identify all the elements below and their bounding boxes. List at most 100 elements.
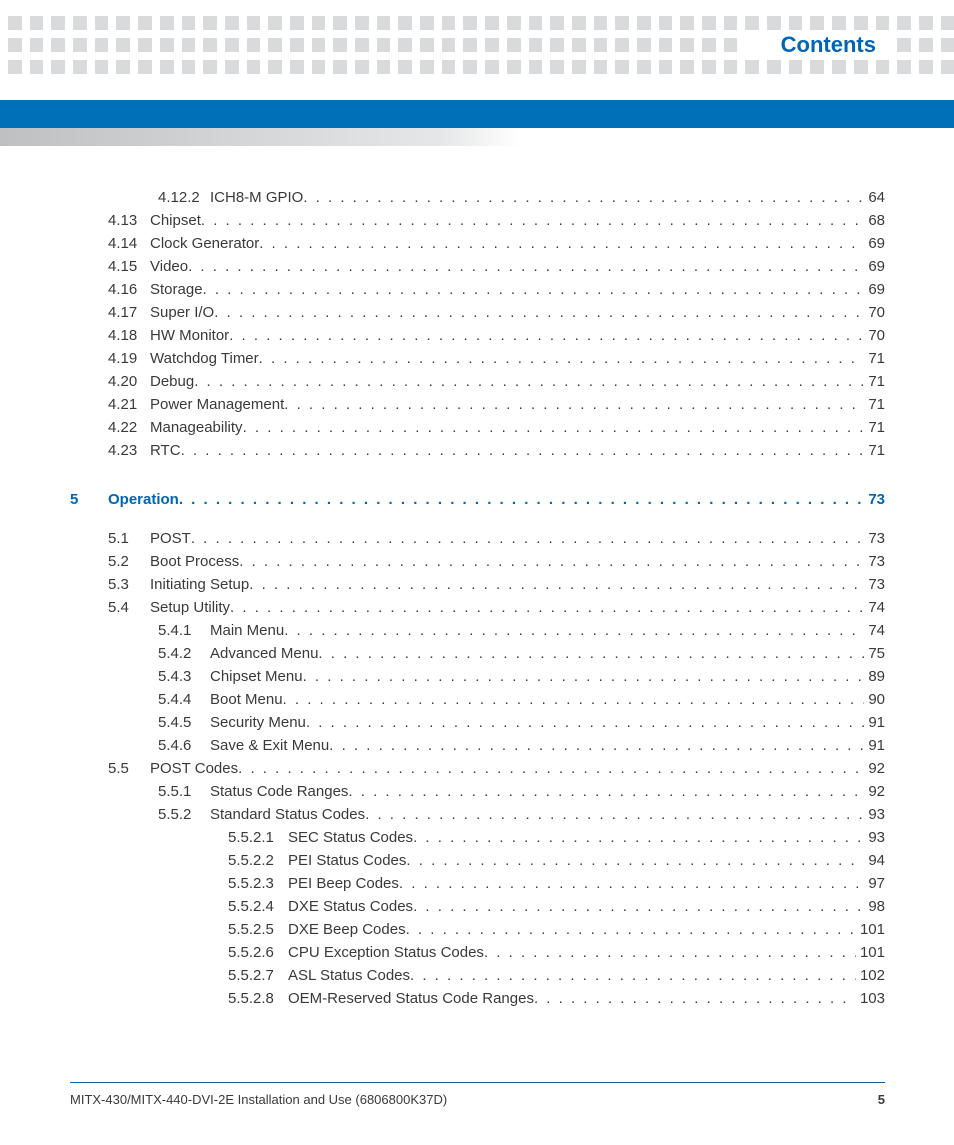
toc-entry[interactable]: 5.3Initiating Setup73 — [108, 577, 885, 592]
toc-entry-title: Storage — [150, 282, 203, 297]
toc-entry[interactable]: 4.23RTC71 — [108, 443, 885, 458]
toc-leader-dots — [303, 669, 865, 684]
toc-leader-dots — [318, 646, 864, 661]
toc-entry-title: PEI Status Codes — [288, 853, 406, 868]
toc-entry-page: 102 — [856, 968, 885, 983]
toc-entry[interactable]: 5.5.2.6CPU Exception Status Codes101 — [228, 945, 885, 960]
toc-entry[interactable]: 4.16Storage 69 — [108, 282, 885, 297]
toc-entry[interactable]: 5.4Setup Utility74 — [108, 600, 885, 615]
toc-entry-page: 71 — [864, 397, 885, 412]
toc-entry[interactable]: 5.5.2.3PEI Beep Codes97 — [228, 876, 885, 891]
toc-leader-dots — [229, 328, 864, 343]
toc-entry[interactable]: 5.4.4Boot Menu90 — [158, 692, 885, 707]
toc-entry[interactable]: 5.5.2.7ASL Status Codes102 — [228, 968, 885, 983]
toc-leader-dots — [243, 420, 865, 435]
toc-entry-number: 4.23 — [108, 443, 150, 458]
toc-entry[interactable]: 5.5.2.1SEC Status Codes93 — [228, 830, 885, 845]
toc-entry-title: ICH8-M GPIO — [210, 190, 303, 205]
toc-leader-dots — [329, 738, 864, 753]
toc-entry[interactable]: 5.5POST Codes92 — [108, 761, 885, 776]
toc-leader-dots — [191, 531, 864, 546]
toc-entry[interactable]: 5.5.2.5DXE Beep Codes101 — [228, 922, 885, 937]
toc-entry-page: 69 — [864, 259, 885, 274]
toc-entry[interactable]: 4.12.2ICH8-M GPIO64 — [158, 190, 885, 205]
toc-leader-dots — [179, 492, 864, 507]
toc-entry[interactable]: 5.4.5Security Menu91 — [158, 715, 885, 730]
toc-entry-number: 4.19 — [108, 351, 150, 366]
toc-entry-title: Operation — [108, 492, 179, 507]
toc-entry-title: POST — [150, 531, 191, 546]
toc-leader-dots — [534, 991, 856, 1006]
toc-entry-title: Security Menu — [210, 715, 306, 730]
toc-entry-page: 74 — [864, 600, 885, 615]
toc-entry-page: 97 — [864, 876, 885, 891]
toc-entry-number: 4.16 — [108, 282, 150, 297]
footer-doc-title: MITX-430/MITX-440-DVI-2E Installation an… — [70, 1092, 447, 1107]
toc-entry-number: 5.4.5 — [158, 715, 210, 730]
toc-entry-page: 98 — [864, 899, 885, 914]
footer-page-number: 5 — [878, 1092, 885, 1107]
toc-entry[interactable]: 4.18HW Monitor70 — [108, 328, 885, 343]
toc-entry-title: Video — [150, 259, 188, 274]
toc-entry-page: 101 — [856, 945, 885, 960]
toc-entry[interactable]: 5.5.2.2PEI Status Codes94 — [228, 853, 885, 868]
toc-leader-dots — [188, 259, 864, 274]
toc-entry[interactable]: 5.5.1Status Code Ranges92 — [158, 784, 885, 799]
toc-entry-number: 5.4 — [108, 600, 150, 615]
toc-leader-dots — [284, 397, 864, 412]
toc-entry[interactable]: 5.5.2.4DXE Status Codes98 — [228, 899, 885, 914]
toc-entry[interactable]: 5.4.3Chipset Menu89 — [158, 669, 885, 684]
toc-entry-page: 73 — [864, 554, 885, 569]
toc-entry[interactable]: 5.4.6Save & Exit Menu91 — [158, 738, 885, 753]
toc-entry[interactable]: 5.4.2Advanced Menu75 — [158, 646, 885, 661]
toc-entry[interactable]: 5.5.2.8OEM-Reserved Status Code Ranges10… — [228, 991, 885, 1006]
toc-leader-dots — [410, 968, 856, 983]
toc-entry-title: Advanced Menu — [210, 646, 318, 661]
toc-entry-number: 4.20 — [108, 374, 150, 389]
toc-entry-number: 4.14 — [108, 236, 150, 251]
toc-entry[interactable]: 4.17Super I/O70 — [108, 305, 885, 320]
toc-entry-number: 5.5.2.8 — [228, 991, 288, 1006]
toc-entry-page: 71 — [864, 443, 885, 458]
toc-chapter[interactable]: 5Operation73 — [70, 492, 885, 507]
toc-entry-title: Main Menu — [210, 623, 284, 638]
toc-entry-title: PEI Beep Codes — [288, 876, 399, 891]
footer-rule — [70, 1082, 885, 1083]
toc-entry-number: 5.4.4 — [158, 692, 210, 707]
toc-leader-dots — [348, 784, 864, 799]
toc-entry[interactable]: 4.19Watchdog Timer71 — [108, 351, 885, 366]
toc-entry-number: 4.13 — [108, 213, 150, 228]
toc-entry-title: OEM-Reserved Status Code Ranges — [288, 991, 534, 1006]
toc-entry-title: Initiating Setup — [150, 577, 249, 592]
toc-entry-number: 5.1 — [108, 531, 150, 546]
toc-entry[interactable]: 4.22Manageability71 — [108, 420, 885, 435]
toc-entry-title: Boot Process — [150, 554, 239, 569]
toc-entry-title: Power Management — [150, 397, 284, 412]
toc-entry[interactable]: 4.13Chipset68 — [108, 213, 885, 228]
toc-leader-dots — [203, 282, 865, 297]
toc-entry-title: Status Code Ranges — [210, 784, 348, 799]
toc-entry[interactable]: 5.4.1Main Menu74 — [158, 623, 885, 638]
toc-entry-page: 92 — [864, 761, 885, 776]
toc-entry-page: 69 — [864, 236, 885, 251]
toc-leader-dots — [284, 623, 864, 638]
toc-entry-number: 5.5 — [108, 761, 150, 776]
toc-leader-dots — [230, 600, 864, 615]
toc-entry[interactable]: 4.15Video69 — [108, 259, 885, 274]
toc-entry[interactable]: 5.5.2Standard Status Codes93 — [158, 807, 885, 822]
toc-entry[interactable]: 4.14Clock Generator69 — [108, 236, 885, 251]
toc-entry[interactable]: 5.1POST73 — [108, 531, 885, 546]
toc-entry-page: 75 — [864, 646, 885, 661]
header-blue-bar — [0, 100, 954, 128]
toc-leader-dots — [201, 213, 864, 228]
toc-entry[interactable]: 4.20Debug71 — [108, 374, 885, 389]
toc-entry-page: 71 — [864, 351, 885, 366]
toc-entry-number: 4.18 — [108, 328, 150, 343]
toc-entry-number: 4.22 — [108, 420, 150, 435]
toc-entry-title: Standard Status Codes — [210, 807, 365, 822]
toc-entry[interactable]: 5.2Boot Process73 — [108, 554, 885, 569]
header-grey-bar — [0, 128, 520, 146]
toc-entry[interactable]: 4.21Power Management 71 — [108, 397, 885, 412]
toc-entry-page: 69 — [864, 282, 885, 297]
toc-entry-number: 4.21 — [108, 397, 150, 412]
